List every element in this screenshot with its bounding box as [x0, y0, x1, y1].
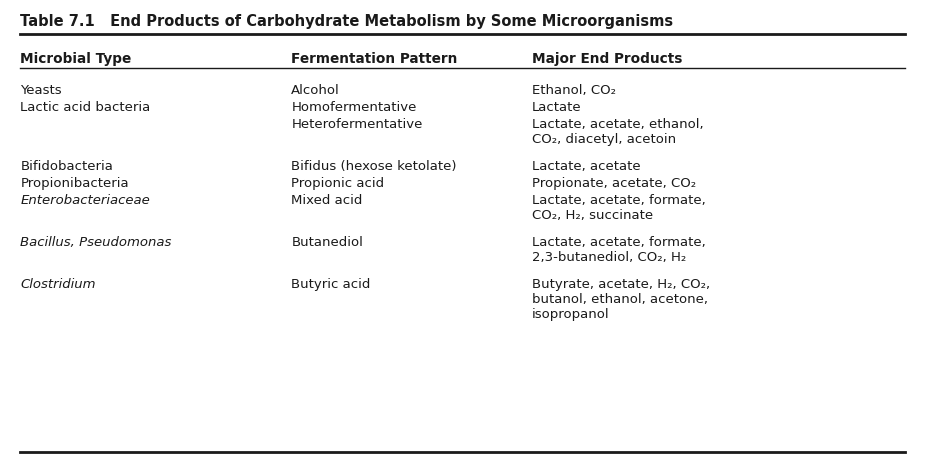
Text: Yeasts: Yeasts — [20, 84, 62, 97]
Text: CO₂, diacetyl, acetoin: CO₂, diacetyl, acetoin — [532, 133, 676, 146]
Text: Lactic acid bacteria: Lactic acid bacteria — [20, 101, 151, 114]
Text: butanol, ethanol, acetone,: butanol, ethanol, acetone, — [532, 293, 708, 306]
Text: Homofermentative: Homofermentative — [291, 101, 417, 114]
Text: Fermentation Pattern: Fermentation Pattern — [291, 52, 458, 66]
Text: CO₂, H₂, succinate: CO₂, H₂, succinate — [532, 209, 653, 222]
Text: Bifidus (hexose ketolate): Bifidus (hexose ketolate) — [291, 160, 457, 173]
Text: Clostridium: Clostridium — [20, 278, 96, 291]
Text: Ethanol, CO₂: Ethanol, CO₂ — [532, 84, 616, 97]
Text: Butyrate, acetate, H₂, CO₂,: Butyrate, acetate, H₂, CO₂, — [532, 278, 710, 291]
Text: Butanediol: Butanediol — [291, 236, 364, 249]
Text: Major End Products: Major End Products — [532, 52, 683, 66]
Text: isopropanol: isopropanol — [532, 308, 610, 321]
Text: Enterobacteriaceae: Enterobacteriaceae — [20, 194, 150, 207]
Text: Propionate, acetate, CO₂: Propionate, acetate, CO₂ — [532, 177, 696, 190]
Text: Lactate, acetate, ethanol,: Lactate, acetate, ethanol, — [532, 118, 704, 131]
Text: Lactate, acetate, formate,: Lactate, acetate, formate, — [532, 194, 706, 207]
Text: Propionic acid: Propionic acid — [291, 177, 385, 190]
Text: Mixed acid: Mixed acid — [291, 194, 363, 207]
Text: Alcohol: Alcohol — [291, 84, 340, 97]
Text: Bacillus, Pseudomonas: Bacillus, Pseudomonas — [20, 236, 172, 249]
Text: Lactate, acetate, formate,: Lactate, acetate, formate, — [532, 236, 706, 249]
Text: Microbial Type: Microbial Type — [20, 52, 131, 66]
Text: 2,3-butanediol, CO₂, H₂: 2,3-butanediol, CO₂, H₂ — [532, 251, 686, 264]
Text: Table 7.1   End Products of Carbohydrate Metabolism by Some Microorganisms: Table 7.1 End Products of Carbohydrate M… — [20, 14, 673, 29]
Text: Heterofermentative: Heterofermentative — [291, 118, 423, 131]
Text: Propionibacteria: Propionibacteria — [20, 177, 129, 190]
Text: Butyric acid: Butyric acid — [291, 278, 371, 291]
Text: Lactate, acetate: Lactate, acetate — [532, 160, 640, 173]
Text: Bifidobacteria: Bifidobacteria — [20, 160, 113, 173]
Text: Lactate: Lactate — [532, 101, 582, 114]
